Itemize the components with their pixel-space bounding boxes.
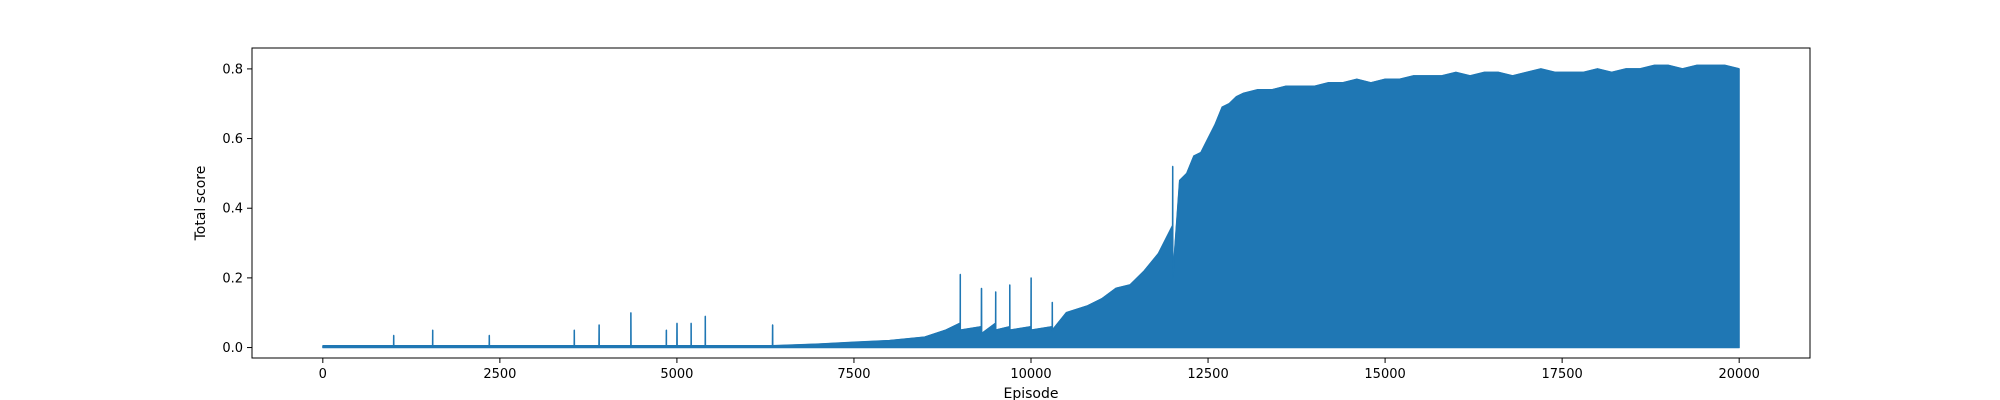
y-tick-label: 0.6 <box>222 132 243 147</box>
y-axis-label: Total score <box>193 166 209 242</box>
y-axis: 0.0 0.2 0.4 0.6 0.8 <box>222 62 252 356</box>
series-layer <box>322 64 1740 349</box>
x-tick-label: 7500 <box>837 367 870 382</box>
x-tick-label: 10000 <box>1010 367 1051 382</box>
x-axis-label: Episode <box>1004 386 1059 400</box>
x-tick-label: 5000 <box>660 367 693 382</box>
x-tick-label: 12500 <box>1187 367 1228 382</box>
y-tick-label: 0.8 <box>222 62 243 77</box>
y-tick-label: 0.2 <box>222 271 243 286</box>
x-axis: 0 2500 5000 7500 10000 12500 15000 17500 20000 <box>319 358 1760 382</box>
x-tick-label: 20000 <box>1719 367 1760 382</box>
y-tick-label: 0.4 <box>222 202 243 217</box>
x-tick-label: 15000 <box>1364 367 1405 382</box>
x-tick-label: 17500 <box>1541 367 1582 382</box>
x-tick-label: 0 <box>319 367 327 382</box>
x-tick-label: 2500 <box>483 367 516 382</box>
series-0-line <box>322 64 1740 347</box>
y-tick-label: 0.0 <box>222 341 243 356</box>
